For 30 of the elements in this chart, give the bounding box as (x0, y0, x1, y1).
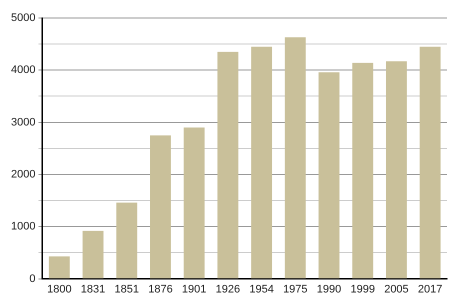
y-tick-label: 5000 (10, 12, 36, 24)
bar (420, 46, 441, 278)
x-tick-label: 1999 (350, 283, 375, 296)
x-tick-label: 1800 (47, 283, 72, 296)
x-tick-label: 1876 (148, 283, 173, 296)
y-tick-label: 2000 (10, 168, 36, 181)
bar (82, 230, 104, 278)
bar (217, 52, 238, 278)
y-tick-label: 4000 (10, 64, 36, 76)
x-tick-label: 1954 (249, 283, 274, 296)
x-tick-label: 1990 (316, 283, 342, 296)
x-tick-label: 2017 (418, 283, 442, 296)
y-tick-label: 3000 (10, 116, 36, 128)
x-tick-label: 1901 (182, 283, 206, 296)
bar (318, 72, 340, 278)
bar (284, 37, 306, 278)
y-tick-label: 1000 (10, 220, 36, 233)
bar (150, 135, 171, 278)
bar (48, 256, 70, 278)
bar (116, 202, 138, 278)
bar (184, 128, 205, 278)
bar (386, 61, 407, 278)
bar (352, 62, 374, 278)
x-tick-label: 2005 (384, 283, 409, 296)
y-tick-label: 0 (29, 272, 36, 285)
x-tick-label: 1831 (80, 283, 106, 296)
x-tick-label: 1926 (216, 283, 240, 296)
bar (251, 46, 272, 278)
x-tick-label: 1851 (114, 283, 139, 296)
x-tick-label: 1975 (283, 283, 308, 296)
